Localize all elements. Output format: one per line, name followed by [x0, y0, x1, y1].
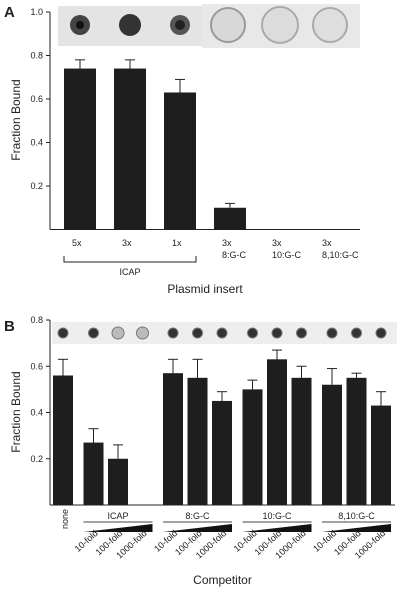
y-tick-label: 0.6 — [30, 361, 43, 371]
group-label: 8:G-C — [185, 511, 210, 521]
group-label: 10:G-C — [262, 511, 292, 521]
blot-spot — [375, 327, 387, 339]
blot-spot — [210, 7, 246, 43]
bar — [114, 68, 146, 230]
blot-spot — [261, 6, 299, 44]
blot-spot — [296, 327, 307, 339]
blot-spot — [326, 327, 338, 339]
error-bar — [217, 391, 227, 401]
error-bar — [75, 59, 85, 69]
bar — [53, 375, 73, 505]
error-bar — [376, 391, 386, 406]
blot-spot — [216, 327, 228, 339]
y-tick-label: 0.2 — [30, 454, 43, 464]
bar — [83, 442, 104, 505]
blot-spot — [351, 327, 362, 339]
y-tick-label: 0.4 — [30, 138, 43, 148]
blot-spot — [111, 326, 125, 340]
bar — [64, 68, 96, 230]
bar — [164, 92, 196, 230]
group-wedge — [242, 524, 312, 532]
x-tick-label: 3x — [322, 238, 332, 248]
y-tick-label: 0.8 — [30, 315, 43, 325]
blot-spot — [57, 327, 69, 339]
error-bar — [175, 78, 185, 93]
y-axis-title: Fraction Bound — [9, 371, 23, 452]
group-label: ICAP — [107, 511, 128, 521]
blot-spot — [192, 327, 203, 339]
blot-spot — [175, 20, 185, 30]
bar — [212, 400, 232, 505]
panel-label: B — [4, 318, 15, 335]
y-tick-label: 0.2 — [30, 181, 43, 191]
group-bracket — [63, 256, 197, 263]
blot-spot — [76, 21, 84, 29]
error-bar — [351, 372, 362, 378]
x-tick-label: 1x — [172, 238, 182, 248]
error-bar — [225, 202, 235, 208]
x-axis-title: Competitor — [193, 573, 252, 587]
group-wedge — [322, 524, 391, 532]
bar — [322, 384, 342, 505]
group-label: ICAP — [119, 267, 140, 277]
group-wedge — [83, 524, 153, 532]
blot-spot — [88, 327, 99, 339]
blot-spot — [119, 14, 141, 36]
bar — [108, 458, 128, 505]
y-tick-label: 1.0 — [30, 7, 43, 17]
x-tick-label: 3x — [222, 238, 232, 248]
error-bar — [125, 59, 135, 69]
x-tick-label: 8:G-C — [222, 250, 247, 260]
x-tick-label: 3x — [122, 238, 132, 248]
bar — [371, 405, 391, 505]
group-wedge — [163, 524, 232, 532]
blot-spot — [271, 327, 283, 339]
bar — [163, 373, 183, 505]
blot-spot — [247, 327, 258, 339]
x-axis-title: Plasmid insert — [167, 282, 243, 296]
blot-strip — [58, 4, 360, 48]
bar — [187, 377, 208, 505]
x-tick-label: 3x — [272, 238, 282, 248]
y-axis-title: Fraction Bound — [9, 79, 23, 160]
blot-spot — [136, 326, 149, 340]
error-bar — [168, 358, 178, 374]
group-label: 8,10:G-C — [338, 511, 375, 521]
error-bar — [58, 358, 68, 376]
error-bar — [296, 365, 307, 378]
panel-label: A — [4, 4, 15, 21]
bar — [267, 359, 287, 505]
y-tick-label: 0.8 — [30, 51, 43, 61]
bar — [242, 389, 263, 505]
error-bar — [247, 379, 258, 390]
bar — [346, 377, 367, 505]
y-tick-label: 0.4 — [30, 408, 43, 418]
blot-spot — [167, 327, 179, 339]
x-tick-label: 8,10:G-C — [322, 250, 359, 260]
x-tick-label: 10:G-C — [272, 250, 302, 260]
blot-spot — [312, 7, 348, 43]
error-bar — [88, 428, 99, 443]
error-bar — [192, 358, 203, 378]
y-tick-label: 0.6 — [30, 94, 43, 104]
x-tick-label: 5x — [72, 238, 82, 248]
bar — [214, 207, 246, 230]
x-tick-label: none — [60, 509, 70, 529]
error-bar — [327, 368, 337, 385]
error-bar — [272, 349, 282, 360]
blot-strip — [52, 322, 397, 344]
error-bar — [113, 444, 123, 459]
bar — [291, 377, 312, 505]
